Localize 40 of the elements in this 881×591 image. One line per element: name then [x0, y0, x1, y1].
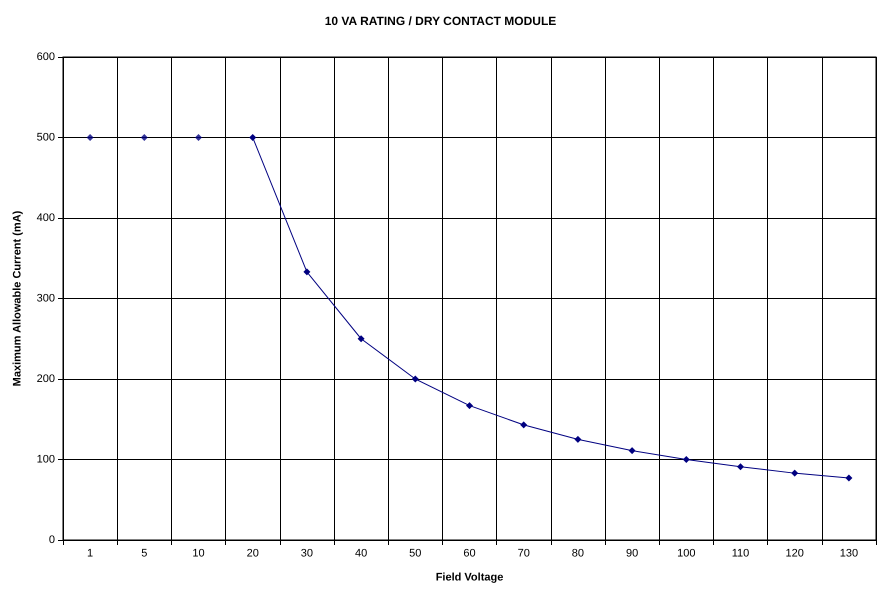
- point: [628, 447, 636, 454]
- y-tick-label: 600: [36, 51, 55, 63]
- y-tick-label: 400: [36, 212, 55, 224]
- x-axis-title: Field Voltage: [436, 572, 504, 584]
- x-tick-label: 90: [626, 548, 638, 560]
- x-tick-label: 30: [300, 548, 314, 560]
- y-tick-label: 100: [36, 454, 55, 466]
- point: [682, 456, 690, 463]
- x-tick-label: 20: [246, 548, 259, 560]
- point: [358, 335, 365, 342]
- point: [249, 134, 256, 141]
- point: [412, 376, 419, 382]
- x-tick-label: 130: [840, 548, 858, 560]
- y-tick-label: 500: [36, 132, 55, 144]
- point: [520, 421, 528, 428]
- point: [791, 470, 798, 477]
- chart-title: 10 VA RATING / DRY CONTACT MODULE: [324, 14, 556, 28]
- point: [86, 134, 94, 141]
- x-tick-label: 80: [572, 548, 584, 560]
- x-tick-label: 5: [141, 548, 148, 560]
- point: [303, 268, 310, 276]
- x-tick-label: 100: [677, 548, 696, 560]
- point: [195, 134, 202, 141]
- y-tick-label: 200: [36, 373, 55, 385]
- x-tick-label: 120: [786, 548, 804, 560]
- point: [466, 402, 473, 410]
- x-tick-label: 70: [518, 548, 530, 560]
- y-tick-label: 300: [36, 292, 55, 304]
- y-axis-title: Maximum Allowable Current (mA): [12, 210, 24, 386]
- point: [845, 474, 852, 482]
- x-tick-label: 110: [732, 548, 750, 560]
- x-tick-label: 1: [87, 548, 94, 560]
- x-tick-label: 10: [192, 548, 205, 560]
- point: [737, 463, 744, 470]
- y-tick-label: 0: [48, 534, 55, 546]
- point: [574, 436, 582, 443]
- point: [140, 134, 148, 141]
- x-tick-label: 40: [354, 548, 368, 560]
- x-tick-label: 50: [409, 548, 422, 560]
- x-tick-label: 60: [463, 548, 476, 560]
